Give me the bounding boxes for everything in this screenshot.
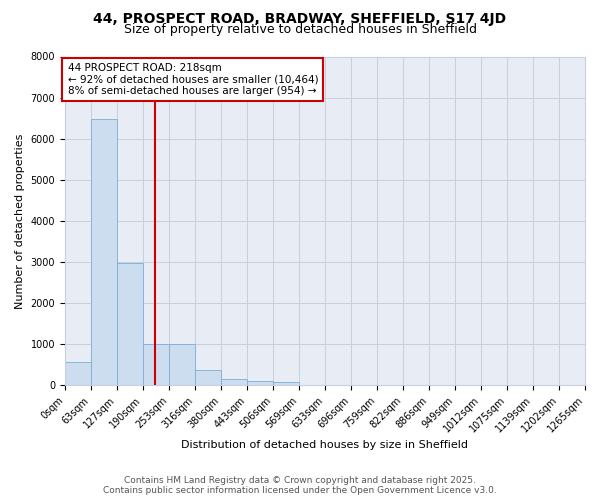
Bar <box>195 370 221 386</box>
Text: Size of property relative to detached houses in Sheffield: Size of property relative to detached ho… <box>124 22 476 36</box>
Bar <box>143 344 169 386</box>
Bar <box>117 263 143 386</box>
X-axis label: Distribution of detached houses by size in Sheffield: Distribution of detached houses by size … <box>181 440 469 450</box>
Bar <box>169 344 195 386</box>
Text: 44 PROSPECT ROAD: 218sqm
← 92% of detached houses are smaller (10,464)
8% of sem: 44 PROSPECT ROAD: 218sqm ← 92% of detach… <box>68 63 318 96</box>
Y-axis label: Number of detached properties: Number of detached properties <box>15 134 25 308</box>
Bar <box>273 382 299 386</box>
Bar <box>91 119 117 386</box>
Bar <box>247 382 273 386</box>
Bar <box>65 362 91 386</box>
Bar <box>221 379 247 386</box>
Text: 44, PROSPECT ROAD, BRADWAY, SHEFFIELD, S17 4JD: 44, PROSPECT ROAD, BRADWAY, SHEFFIELD, S… <box>94 12 506 26</box>
Text: Contains HM Land Registry data © Crown copyright and database right 2025.
Contai: Contains HM Land Registry data © Crown c… <box>103 476 497 495</box>
